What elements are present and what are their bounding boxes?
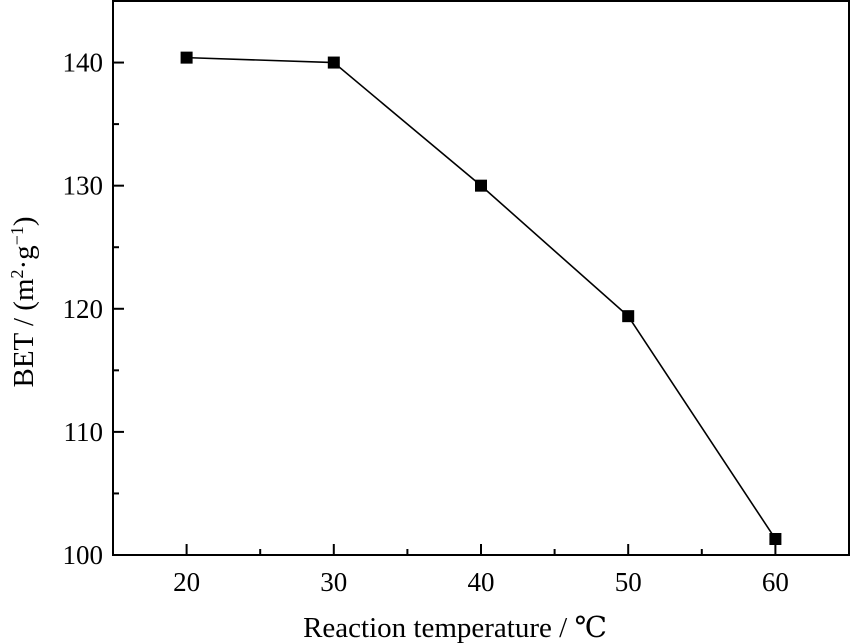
axis-ticks: [113, 61, 777, 556]
x-axis-title: Reaction temperature / ℃: [303, 612, 607, 644]
data-point-marker: [327, 56, 340, 69]
x-tick-label: 40: [468, 567, 495, 597]
y-tick-label: 140: [63, 48, 104, 78]
x-tick-label: 20: [173, 567, 200, 597]
y-tick-label: 100: [63, 540, 104, 570]
x-tick-label: 50: [615, 567, 642, 597]
y-axis-title-sup-neg1: −1: [7, 226, 27, 245]
x-tick-label: 60: [762, 567, 789, 597]
plot-frame: [112, 0, 850, 556]
y-tick-label: 130: [63, 171, 104, 201]
y-axis-title: BET / (m2·g−1): [7, 216, 40, 387]
plot-series: [180, 51, 782, 545]
data-point-marker: [769, 532, 782, 545]
y-tick-label: 120: [63, 294, 104, 324]
y-axis-title-end: ): [8, 216, 40, 226]
series-line: [186, 56, 777, 540]
data-point-marker: [622, 310, 635, 323]
x-tick-labels: 20 30 40 50 60: [173, 567, 789, 597]
y-axis-title-sup-2: 2: [7, 269, 27, 278]
y-tick-label: 110: [64, 417, 104, 447]
y-axis-title-mid: ·g: [8, 245, 40, 269]
y-axis-title-main: BET / (m: [8, 278, 40, 387]
data-point-marker: [475, 179, 487, 192]
data-point-marker: [180, 51, 193, 64]
x-tick-label: 30: [320, 567, 347, 597]
y-tick-labels: 100 110 120 130 140: [63, 48, 104, 570]
